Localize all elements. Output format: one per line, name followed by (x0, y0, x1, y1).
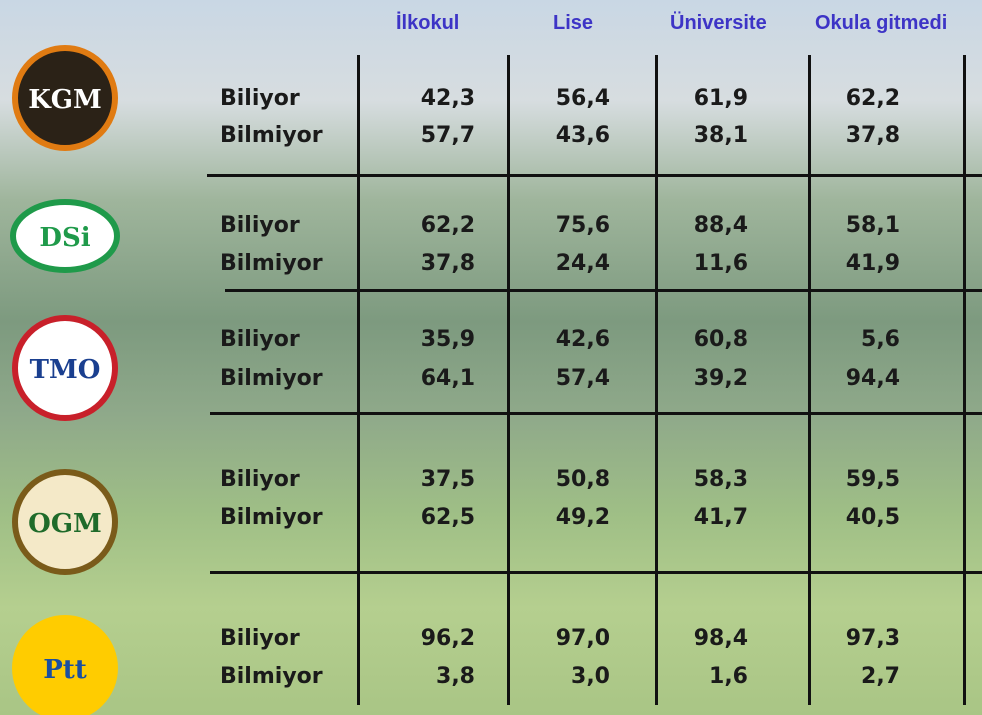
cell-value: 2,7 (820, 664, 900, 689)
row-divider (207, 174, 982, 177)
column-divider (655, 55, 658, 705)
cell-value: 75,6 (530, 213, 610, 238)
cell-value: 42,3 (395, 86, 475, 111)
row-label: Bilmiyor (220, 251, 323, 276)
cell-value: 58,1 (820, 213, 900, 238)
cell-value: 88,4 (668, 213, 748, 238)
cell-value: 62,2 (820, 86, 900, 111)
column-divider (357, 55, 360, 705)
column-divider (808, 55, 811, 705)
logo-text: TMO (30, 355, 101, 385)
cell-value: 57,7 (395, 123, 475, 148)
logo-text: OGM (28, 509, 102, 539)
logo: DSi (0, 181, 130, 291)
cell-value: 59,5 (820, 467, 900, 492)
logo: OGM (0, 467, 130, 577)
logo-text: KGM (28, 85, 102, 115)
column-divider (963, 55, 966, 705)
cell-value: 38,1 (668, 123, 748, 148)
cell-value: 43,6 (530, 123, 610, 148)
row-label: Bilmiyor (220, 366, 323, 391)
row-divider (225, 289, 982, 292)
cell-value: 62,2 (395, 213, 475, 238)
cell-value: 60,8 (668, 327, 748, 352)
column-header: Lise (553, 12, 593, 35)
cell-value: 97,0 (530, 626, 610, 651)
column-header: İlkokul (396, 12, 459, 35)
row-label: Biliyor (220, 467, 300, 492)
row-label: Bilmiyor (220, 123, 323, 148)
cell-value: 58,3 (668, 467, 748, 492)
cell-value: 40,5 (820, 505, 900, 530)
cell-value: 42,6 (530, 327, 610, 352)
cell-value: 94,4 (820, 366, 900, 391)
logo: Ptt (0, 613, 130, 715)
row-divider (210, 571, 982, 574)
cell-value: 96,2 (395, 626, 475, 651)
row-label: Biliyor (220, 86, 300, 111)
row-label: Biliyor (220, 626, 300, 651)
row-label: Biliyor (220, 327, 300, 352)
cell-value: 35,9 (395, 327, 475, 352)
logo-text: Ptt (43, 655, 87, 685)
cell-value: 41,7 (668, 505, 748, 530)
cell-value: 62,5 (395, 505, 475, 530)
cell-value: 37,8 (395, 251, 475, 276)
cell-value: 97,3 (820, 626, 900, 651)
column-header: Okula gitmedi (815, 12, 947, 35)
cell-value: 37,5 (395, 467, 475, 492)
row-label: Bilmiyor (220, 505, 323, 530)
cell-value: 61,9 (668, 86, 748, 111)
cell-value: 24,4 (530, 251, 610, 276)
slide: İlkokul Lise Üniversite Okula gitmedi KGM Bil… (0, 0, 982, 715)
cell-value: 39,2 (668, 366, 748, 391)
cell-value: 56,4 (530, 86, 610, 111)
cell-value: 3,0 (530, 664, 610, 689)
row-label: Bilmiyor (220, 664, 323, 689)
logo: KGM (0, 43, 130, 153)
row-divider (210, 412, 982, 415)
cell-value: 49,2 (530, 505, 610, 530)
logo: TMO (0, 313, 130, 423)
cell-value: 11,6 (668, 251, 748, 276)
logo-text: DSi (39, 223, 90, 253)
cell-value: 41,9 (820, 251, 900, 276)
column-header: Üniversite (670, 12, 767, 35)
cell-value: 1,6 (668, 664, 748, 689)
cell-value: 5,6 (820, 327, 900, 352)
cell-value: 50,8 (530, 467, 610, 492)
cell-value: 37,8 (820, 123, 900, 148)
column-divider (507, 55, 510, 705)
cell-value: 57,4 (530, 366, 610, 391)
cell-value: 64,1 (395, 366, 475, 391)
cell-value: 3,8 (395, 664, 475, 689)
cell-value: 98,4 (668, 626, 748, 651)
row-label: Biliyor (220, 213, 300, 238)
